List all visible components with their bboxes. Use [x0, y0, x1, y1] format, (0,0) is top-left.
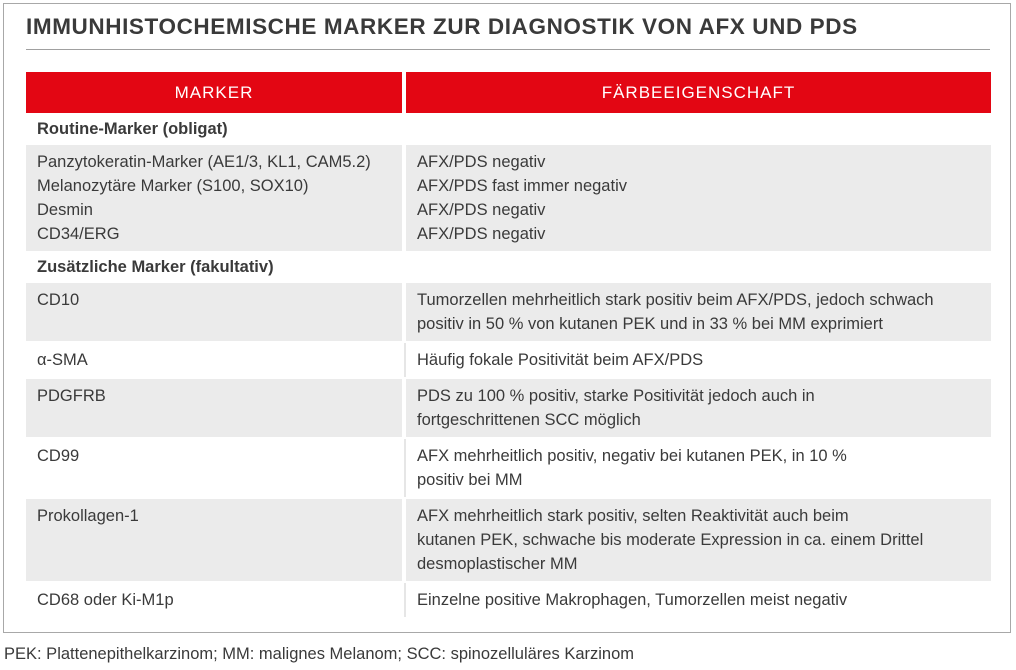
property-text: AFX/PDS negativ — [417, 225, 546, 243]
table-row: PDGFRB PDS zu 100 % positiv, starke Posit… — [26, 379, 991, 437]
row-spacer — [26, 581, 991, 583]
header-property: FÄRBEEIGENSCHAFT — [406, 72, 991, 113]
table-row: CD99 AFX mehrheitlich positiv, negativ be… — [26, 439, 991, 497]
table-row: Panzytokeratin-Marker (AE1/3, KL1, CAM5.… — [26, 145, 991, 251]
property-cell: PDS zu 100 % positiv, starke Positivität… — [406, 379, 991, 437]
footnote: PEK: Plattenepithelkarzinom; MM: maligne… — [4, 645, 635, 663]
property-text: Einzelne positive Makrophagen, Tumorzell… — [417, 591, 848, 609]
property-cell: Häufig fokale Positivität beim AFX/PDS — [406, 343, 991, 377]
marker-cell: CD99 — [26, 439, 406, 497]
row-spacer — [26, 437, 991, 439]
property-cell: Einzelne positive Makrophagen, Tumorzell… — [406, 583, 991, 617]
marker-table: MARKER FÄRBEEIGENSCHAFT Routine-Marker (… — [26, 72, 991, 617]
section-optional: Zusätzliche Marker (fakultativ) — [26, 251, 991, 283]
property-cell: AFX mehrheitlich stark positiv, selten R… — [406, 499, 991, 581]
property-cell: Tumorzellen mehrheitlich stark positiv b… — [406, 283, 991, 341]
property-text: Tumorzellen mehrheitlich stark positiv b… — [417, 291, 934, 309]
section-label: Zusätzliche Marker (fakultativ) — [37, 258, 274, 276]
header-row: MARKER FÄRBEEIGENSCHAFT — [26, 72, 991, 113]
row-spacer — [26, 341, 991, 343]
marker-cell: PDGFRB — [26, 379, 406, 437]
marker-name: Panzytokeratin-Marker (AE1/3, KL1, CAM5.… — [37, 153, 371, 171]
table-title: IMMUNHISTOCHEMISCHE MARKER ZUR DIAGNOSTI… — [26, 14, 858, 39]
marker-cell: Panzytokeratin-Marker (AE1/3, KL1, CAM5.… — [26, 145, 406, 251]
property-text: positiv bei MM — [417, 471, 523, 489]
title-divider — [26, 49, 990, 50]
marker-cell: CD10 — [26, 283, 406, 341]
section-routine: Routine-Marker (obligat) — [26, 113, 991, 145]
row-spacer — [26, 377, 991, 379]
marker-cell: α-SMA — [26, 343, 406, 377]
property-text: desmoplastischer MM — [417, 555, 578, 573]
marker-name: Melanozytäre Marker (S100, SOX10) — [37, 177, 309, 195]
property-text: AFX/PDS negativ — [417, 201, 546, 219]
table-row: CD10 Tumorzellen mehrheitlich stark posit… — [26, 283, 991, 341]
property-text: AFX mehrheitlich positiv, negativ bei ku… — [417, 447, 847, 465]
row-spacer — [26, 497, 991, 499]
marker-name: Desmin — [37, 201, 93, 219]
property-text: PDS zu 100 % positiv, starke Positivität… — [417, 387, 815, 405]
section-label: Routine-Marker (obligat) — [37, 120, 228, 138]
marker-name: CD34/ERG — [37, 225, 120, 243]
property-text: AFX/PDS fast immer negativ — [417, 177, 627, 195]
property-text: kutanen PEK, schwache bis moderate Expre… — [417, 531, 924, 549]
property-cell: AFX mehrheitlich positiv, negativ bei ku… — [406, 439, 991, 497]
table-frame — [3, 3, 1011, 633]
property-text: AFX mehrheitlich stark positiv, selten R… — [417, 507, 849, 525]
table-row: CD68 oder Ki-M1p Einzelne positive Makrop… — [26, 583, 991, 617]
property-text: positiv in 50 % von kutanen PEK und in 3… — [417, 315, 883, 333]
header-marker: MARKER — [26, 72, 406, 113]
table-row: α-SMA Häufig fokale Positivität beim AFX/… — [26, 343, 991, 377]
optional-rows: CD10 Tumorzellen mehrheitlich stark posit… — [26, 283, 991, 617]
property-cell: AFX/PDS negativ AFX/PDS fast immer negat… — [406, 145, 991, 251]
property-text: AFX/PDS negativ — [417, 153, 546, 171]
property-text: fortgeschrittenen SCC möglich — [417, 411, 641, 429]
table-row: Prokollagen-1 AFX mehrheitlich stark posi… — [26, 499, 991, 581]
marker-cell: CD68 oder Ki-M1p — [26, 583, 406, 617]
property-text: Häufig fokale Positivität beim AFX/PDS — [417, 351, 704, 369]
marker-cell: Prokollagen-1 — [26, 499, 406, 581]
